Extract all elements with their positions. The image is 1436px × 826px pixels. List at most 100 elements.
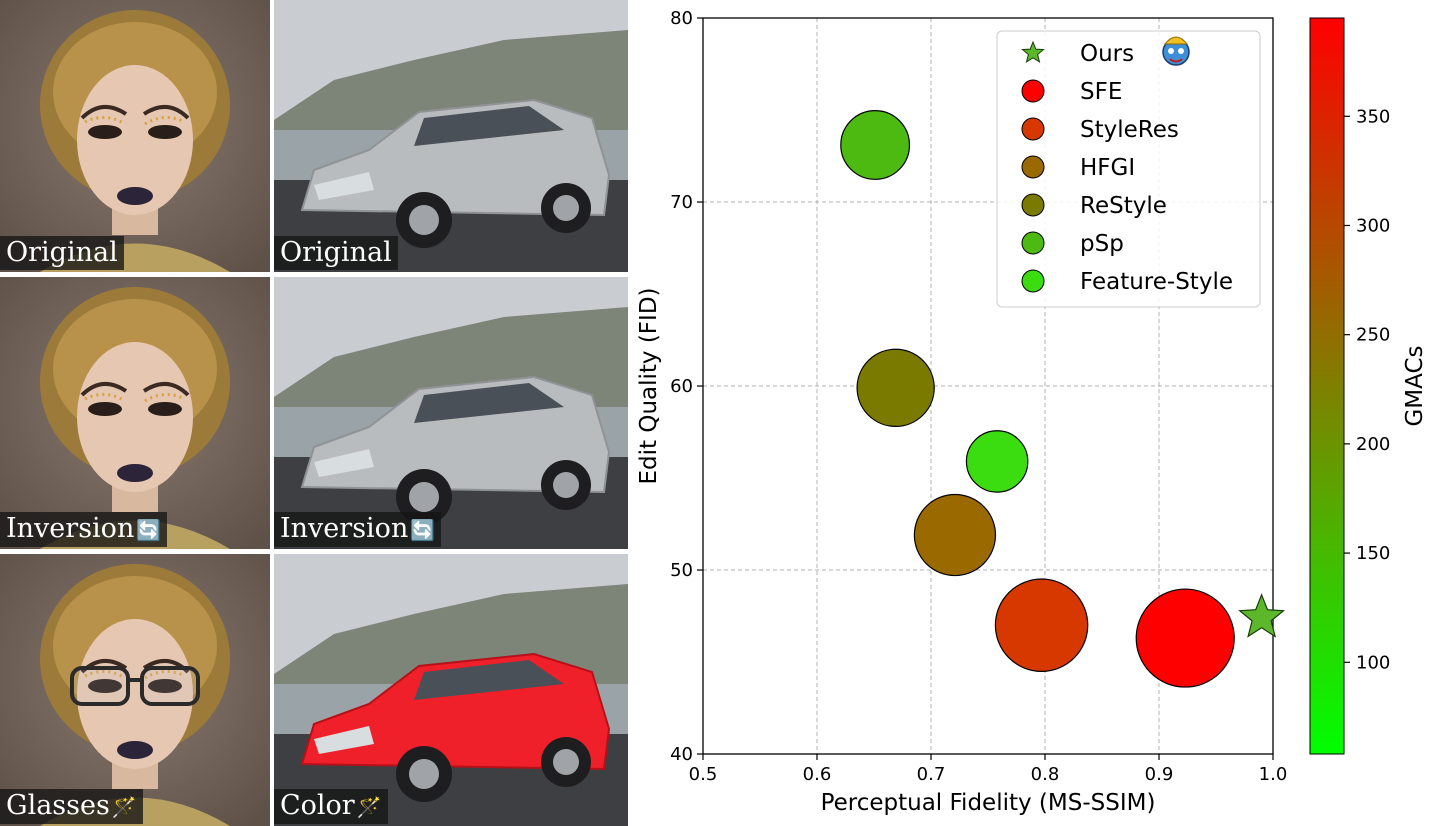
legend-label-ours: Ours [1080,41,1134,67]
portrait-image [0,277,270,549]
y-tick-label: 50 [670,560,693,581]
x-tick-label: 1.0 [1259,764,1288,785]
data-points [840,110,1286,688]
caption-text: Glasses [6,790,110,821]
x-tick-label: 0.5 [689,764,718,785]
caption-text: Original [280,237,392,268]
legend-box [996,30,1261,308]
y-tick-label: 60 [670,376,693,397]
point-styleres [994,578,1089,672]
panel-caption: Original [274,236,398,270]
rim-front [409,482,439,512]
panel-face-glasses: Glasses 🪄 [0,554,270,826]
face [77,619,193,769]
panel-car-color: Color 🪄 [274,554,628,826]
lips [117,464,153,482]
legend-marker-ours [1021,40,1045,63]
panel-car-inversion: Inversion 🔄 [274,277,628,549]
face [77,342,193,492]
legend-label-restyle: ReStyle [1080,193,1167,219]
magic-wand-icon: 🪄 [111,795,137,819]
legend-label-sfe: SFE [1080,79,1122,105]
caption-text: Color [280,790,355,821]
brow-left [80,105,128,120]
point-hfgi [913,493,997,577]
legend-marker-styleres [1021,117,1045,141]
glasses-lens-right [140,666,200,706]
legend-marker-restyle [1021,193,1045,217]
colorbar-tick-label: 150 [1356,543,1390,564]
colorbar-tick-label: 100 [1356,652,1390,673]
scatter-chart: 0.5 0.6 0.7 0.8 0.9 1.0 40 50 60 70 80 Perceptual F… [636,8,1428,816]
plot-frame [702,17,1274,755]
panel-caption: Inversion 🔄 [0,512,168,547]
brow-right [142,105,190,120]
car-headlight [314,449,374,477]
point-ours [1238,593,1286,638]
rim-front [409,205,439,235]
portrait-image [0,554,270,826]
car-windows [414,106,564,146]
eye-left [88,125,122,139]
rim-rear [553,195,579,221]
lips [117,741,153,759]
legend: Ours SFE StyleRes HFGI ReStyle pSp Feature-Sty… [996,30,1261,308]
colorbar-tick-label: 200 [1356,434,1390,455]
panel-caption: Original [0,236,124,270]
panel-caption: Color 🪄 [274,789,388,824]
eye-left [88,402,122,416]
portrait-image [0,0,270,272]
legend-label-feature-style: Feature-Style [1080,269,1233,295]
car-image [274,0,628,272]
caption-text: Original [6,237,118,268]
car-headlight [314,726,374,754]
point-restyle [856,348,935,428]
eye-left [88,679,122,693]
x-axis-title: Perceptual Fidelity (MS-SSIM) [821,790,1156,816]
car-headlight [314,172,374,200]
panel-caption: Glasses 🪄 [0,789,143,824]
car-windows [414,660,564,700]
lips [117,187,153,205]
colorbar-tick-label: 250 [1356,325,1390,346]
refresh-icon: 🔄 [136,518,162,542]
point-sfe [1135,588,1235,688]
legend-label-hfgi: HFGI [1080,155,1135,181]
legend-marker-psp [1021,231,1045,255]
y-tick-label: 80 [670,8,693,29]
y-tick-label: 70 [670,192,693,213]
y-tick-label: 40 [670,744,693,765]
eye-right [148,125,182,139]
caption-text: Inversion [6,513,135,544]
colorbar [1309,17,1345,755]
x-tick-label: 0.7 [917,764,946,785]
panel-face-inversion: Inversion 🔄 [0,277,270,549]
legend-marker-hfgi [1021,155,1045,179]
legend-marker-feature-style [1021,269,1045,293]
rim-front [409,759,439,789]
colorbar-label: GMACs [1402,345,1428,426]
colorbar-tick-label: 350 [1356,106,1390,127]
legend-marker-sfe [1021,79,1045,103]
caption-text: Inversion [280,513,409,544]
x-tick-label: 0.8 [1031,764,1060,785]
legend-label-psp: pSp [1080,231,1124,257]
x-tick-label: 0.6 [803,764,832,785]
eye-right [148,679,182,693]
point-feature-style [965,430,1029,493]
car-image [274,554,628,826]
refresh-icon: 🔄 [410,518,436,542]
rim-rear [553,749,579,775]
magic-wand-icon: 🪄 [356,795,382,819]
panel-car-original: Original [274,0,628,272]
legend-label-styleres: StyleRes [1080,117,1179,143]
brow-left [80,382,128,397]
car-windows [414,383,564,423]
face [77,65,193,215]
brow-right [142,382,190,397]
rim-rear [553,472,579,498]
car-image [274,277,628,549]
glasses-lens-left [70,666,130,706]
eye-right [148,402,182,416]
panel-face-original: Original [0,0,270,272]
